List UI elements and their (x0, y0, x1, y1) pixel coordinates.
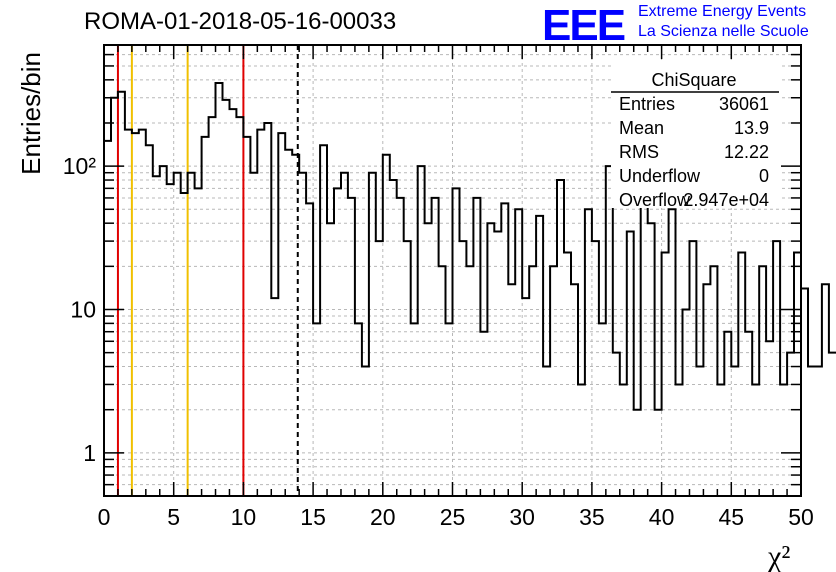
x-tick-label: 5 (167, 504, 180, 530)
x-tick-label: 10 (231, 504, 257, 530)
x-tick-label: 15 (300, 504, 326, 530)
run-title: ROMA-01-2018-05-16-00033 (84, 8, 397, 35)
stats-row-value: 36061 (719, 94, 769, 114)
x-tick-label: 30 (509, 504, 535, 530)
stats-row-label: Mean (619, 118, 664, 138)
logo-text-line1: Extreme Energy Events (638, 3, 807, 20)
x-tick-label: 40 (649, 504, 675, 530)
stats-box-title: ChiSquare (651, 70, 736, 90)
x-axis-label: χ² (767, 540, 790, 572)
stats-box: ChiSquare Entries 36061 Mean 13.9 RMS 12.22 Un… (611, 62, 779, 210)
x-tick-label: 20 (370, 504, 396, 530)
stats-row-value: 2.947e+04 (683, 190, 769, 210)
histogram-series (104, 82, 836, 411)
logo-text-line2: La Scienza nelle Scuole (638, 23, 809, 40)
y-tick-label: 10² (63, 153, 97, 179)
stats-row-label: Underflow (619, 166, 701, 186)
stats-row-label: Overflow (619, 190, 691, 210)
x-tick-label: 0 (98, 504, 111, 530)
x-tick-label: 50 (788, 504, 814, 530)
stats-row-value: 13.9 (734, 118, 769, 138)
x-tick-label: 25 (440, 504, 466, 530)
x-tick-label: 35 (579, 504, 605, 530)
axis-ticks (103, 44, 802, 497)
eee-logo: EEE (542, 2, 627, 44)
stats-row-value: 12.22 (724, 142, 769, 162)
stats-row-value: 0 (759, 166, 769, 186)
y-tick-label: 1 (83, 440, 96, 466)
y-tick-labels: 1 10 10² (63, 153, 97, 466)
stats-box-background (611, 62, 779, 208)
x-tick-label: 45 (719, 504, 745, 530)
y-axis-label: Entries/bin (16, 52, 46, 175)
y-tick-label: 10 (70, 296, 96, 322)
logo-letters: EEE (542, 2, 625, 44)
stats-row-label: RMS (619, 142, 659, 162)
x-tick-labels: 0 5 10 15 20 25 30 35 40 45 50 (98, 504, 814, 530)
stats-row-label: Entries (619, 94, 675, 114)
